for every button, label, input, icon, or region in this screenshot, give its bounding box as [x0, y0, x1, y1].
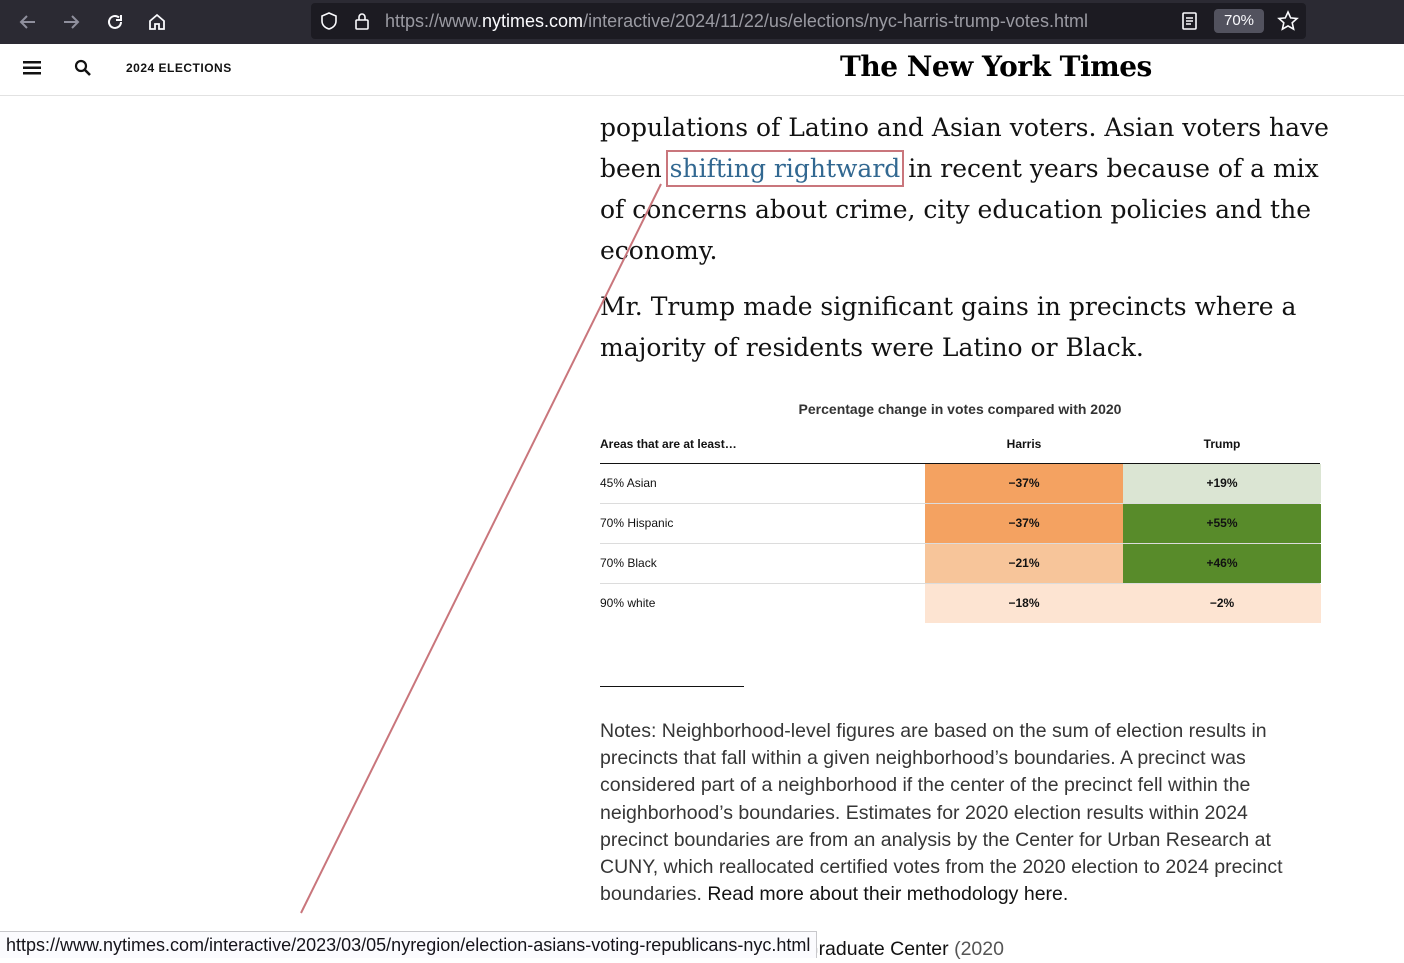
table-row: 90% white −18% −2% [600, 584, 1321, 623]
row-area-label: 90% white [600, 596, 656, 610]
table-title: Percentage change in votes compared with… [798, 401, 1122, 417]
back-button[interactable] [12, 6, 44, 38]
notes-text: Notes: Neighborhood-level figures are ba… [600, 720, 1283, 906]
zoom-level-badge[interactable]: 70% [1214, 9, 1264, 33]
harris-change-cell: −37% [925, 464, 1123, 503]
lock-icon[interactable] [353, 11, 371, 31]
link-status-bar: https://www.nytimes.com/interactive/2023… [0, 931, 818, 958]
trump-change-cell: +55% [1123, 504, 1321, 543]
harris-change-cell: −21% [925, 544, 1123, 583]
url-text[interactable]: https://www.nytimes.com/interactive/2024… [385, 11, 1088, 31]
methodology-link[interactable]: Read more about their methodology here. [707, 883, 1069, 906]
bookmark-star-icon[interactable] [1277, 10, 1299, 32]
trump-change-cell: −2% [1123, 584, 1321, 623]
table-header: Areas that are at least… Harris Trump [600, 435, 1320, 464]
row-area-label: 70% Black [600, 556, 657, 570]
trump-change-cell: +46% [1123, 544, 1321, 583]
reload-button[interactable] [99, 6, 131, 38]
article-paragraph-2: Mr. Trump made significant gains in prec… [600, 292, 1297, 362]
column-header-area: Areas that are at least… [600, 437, 737, 451]
section-label[interactable]: 2024 ELECTIONS [126, 61, 232, 75]
reload-icon [108, 14, 122, 29]
column-header-harris: Harris [1006, 437, 1042, 451]
table-row: 70% Hispanic −37% +55% [600, 504, 1321, 544]
reader-view-icon[interactable] [1181, 11, 1199, 31]
harris-change-cell: −18% [925, 584, 1123, 623]
table-row: 45% Asian −37% +19% [600, 464, 1321, 504]
home-icon [149, 13, 165, 30]
shield-icon[interactable] [319, 11, 339, 31]
notes-divider [600, 686, 744, 687]
forward-button[interactable] [55, 6, 87, 38]
browser-toolbar: https://www.nytimes.com/interactive/2024… [0, 0, 1404, 44]
shifting-rightward-link[interactable]: shifting rightward [665, 150, 905, 187]
back-arrow-icon [19, 15, 35, 29]
menu-icon[interactable] [23, 61, 41, 75]
column-header-trump: Trump [1203, 437, 1241, 451]
url-bar[interactable]: https://www.nytimes.com/interactive/2024… [311, 3, 1306, 39]
search-icon[interactable] [74, 59, 92, 77]
home-button[interactable] [141, 6, 173, 38]
vote-change-table: Areas that are at least… Harris Trump 45… [600, 435, 1321, 623]
site-header: 2024 ELECTIONS The New York Times [0, 44, 1404, 96]
row-area-label: 70% Hispanic [600, 516, 674, 530]
nyt-logo[interactable]: The New York Times [840, 50, 1152, 83]
article-paragraph-1: populations of Latino and Asian voters. … [600, 113, 1329, 265]
trump-change-cell: +19% [1123, 464, 1321, 503]
harris-change-cell: −37% [925, 504, 1123, 543]
forward-arrow-icon [64, 15, 80, 29]
table-row: 70% Black −21% +46% [600, 544, 1321, 584]
row-area-label: 45% Asian [600, 476, 657, 490]
